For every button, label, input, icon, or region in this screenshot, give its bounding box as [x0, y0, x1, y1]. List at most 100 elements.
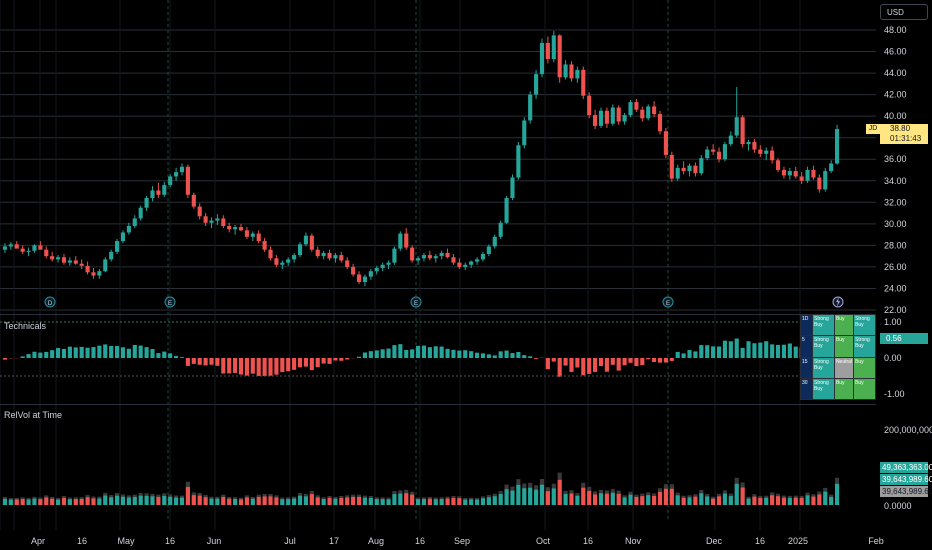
relvol-bar [551, 488, 556, 505]
relvol-bar [480, 498, 486, 505]
technicals-bar [132, 345, 137, 358]
candle-body [781, 170, 787, 176]
pane-separator[interactable] [0, 314, 876, 315]
candle-body [61, 257, 67, 263]
technicals-bar [109, 345, 114, 358]
relvol-bar [150, 496, 155, 505]
technicals-bar [321, 358, 326, 364]
earnings-icon[interactable]: E [410, 296, 422, 308]
technicals-title[interactable]: Technicals [4, 321, 47, 331]
technicals-bar [20, 356, 25, 358]
earnings-icon[interactable]: E [662, 296, 674, 308]
relvol-bar [829, 496, 834, 505]
relvol-bar [398, 493, 403, 505]
relvol-bar [67, 499, 72, 505]
candle-body [811, 170, 816, 178]
relvol-bar [156, 496, 161, 505]
technicals-bar [44, 351, 49, 358]
technicals-bar [315, 358, 320, 368]
technicals-bar [238, 358, 244, 375]
candle-body [663, 131, 668, 155]
time-label: May [117, 536, 135, 546]
relvol-bar [126, 497, 131, 505]
relvol-bar [457, 498, 462, 505]
relvol-bar [817, 494, 822, 505]
candle-body [362, 276, 368, 282]
relvol-bar [616, 493, 621, 505]
technicals-bar [510, 353, 515, 358]
candle-body [55, 257, 61, 260]
candle-body [687, 165, 692, 172]
candle-body [174, 172, 179, 177]
relvol-bar [415, 499, 421, 505]
technicals-bar [2, 358, 8, 360]
relvol-bar [321, 499, 326, 505]
candle-body [14, 244, 19, 249]
technicals-bar [174, 355, 179, 358]
candle-body [728, 135, 733, 145]
relvol-bar [26, 499, 31, 505]
technicals-bar [775, 344, 781, 358]
pane-separator[interactable] [0, 404, 876, 405]
price-candles [2, 31, 840, 287]
relvol-bar [256, 496, 261, 505]
relvol-bar [215, 498, 220, 505]
candle-body [681, 167, 686, 172]
technicals-bar [545, 358, 550, 370]
candle-body [539, 42, 545, 75]
relvol-bar [681, 497, 686, 505]
relvol-bar [197, 495, 202, 505]
candle-body [421, 255, 427, 259]
relvol-axis-label: 0.0000 [884, 501, 912, 511]
time-label: Sep [454, 536, 470, 546]
dividend-icon[interactable]: D [44, 296, 56, 308]
technicals-bar [463, 350, 468, 358]
candle-body [734, 117, 739, 136]
technicals-bar [262, 358, 267, 377]
technicals-bar [286, 358, 291, 372]
technicals-bar [569, 358, 574, 372]
relvol-bar [386, 499, 391, 505]
technicals-bar [781, 344, 787, 358]
relvol-bar [191, 495, 196, 505]
relvol-bar [109, 497, 114, 505]
relvol-bar [705, 496, 710, 505]
candle-body [823, 171, 828, 190]
candle-body [770, 150, 775, 161]
candle-body [144, 198, 149, 208]
candle-body [333, 255, 338, 259]
relvol-bar [268, 496, 273, 505]
technicals-bar [327, 358, 332, 364]
relvol-bar [740, 487, 745, 505]
candle-body [640, 109, 645, 119]
technicals-bar [415, 345, 421, 358]
candle-body [415, 258, 421, 261]
technicals-bar [516, 352, 521, 358]
technicals-bar [734, 338, 739, 358]
technicals-bar [303, 358, 308, 367]
lightning-icon[interactable] [832, 296, 844, 308]
relvol-bar [351, 496, 356, 505]
candle-body [268, 249, 273, 259]
relvol-bar [764, 497, 769, 505]
candle-body [474, 259, 480, 262]
relvol-bar [486, 497, 491, 505]
candle-body [191, 194, 196, 207]
technicals-bar [705, 345, 710, 358]
relvol-bar [516, 484, 521, 505]
candle-body [32, 245, 37, 251]
candle-body [699, 158, 704, 174]
relvol-bar [663, 488, 668, 505]
technicals-bar [191, 358, 196, 364]
time-axis: Apr 16 May 16 Jun Jul 17 Aug 16 Sep Oct 16 Nov Dec 16 2… [31, 536, 884, 546]
earnings-icon[interactable]: E [164, 296, 176, 308]
relvol-title[interactable]: RelVol at Time [4, 410, 63, 420]
currency-button[interactable]: USD [880, 4, 928, 20]
candle-body [758, 149, 763, 154]
relvol-bar [699, 493, 704, 505]
relvol-bar [575, 495, 580, 505]
technicals-bar [227, 358, 232, 374]
candle-body [392, 248, 397, 263]
relvol-bar [227, 498, 232, 505]
